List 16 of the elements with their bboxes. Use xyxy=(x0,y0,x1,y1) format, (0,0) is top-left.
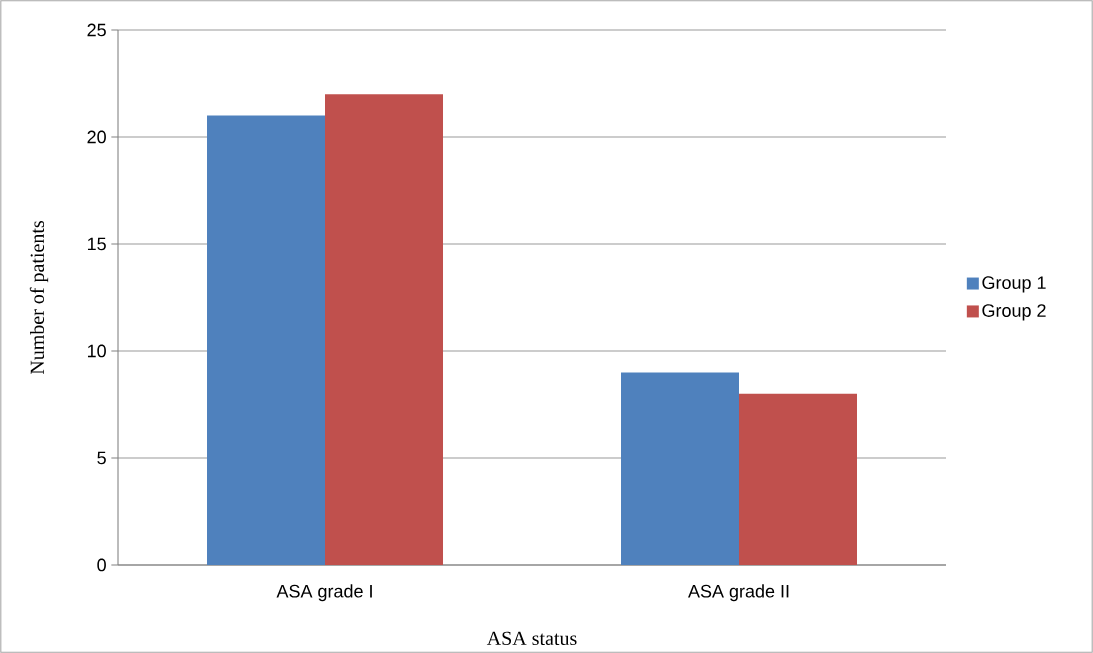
x-axis-title: ASA status xyxy=(486,631,577,646)
bar xyxy=(739,393,857,565)
y-tick-label: 0 xyxy=(97,558,106,572)
y-tick-label: 15 xyxy=(87,237,106,251)
y-axis-title: Number of patients xyxy=(29,221,49,375)
y-tick-label: 20 xyxy=(87,130,106,144)
bar xyxy=(325,94,443,565)
y-tick-label: 10 xyxy=(87,344,106,358)
y-tick-label: 5 xyxy=(97,451,106,465)
bar xyxy=(207,115,325,565)
bar xyxy=(621,372,739,565)
x-tick-label: ASA grade I xyxy=(276,584,372,602)
x-tick-label: ASA grade II xyxy=(688,584,789,602)
legend-label: Group 1 xyxy=(982,276,1046,293)
legend-label: Group 2 xyxy=(982,304,1046,321)
y-tick-label: 25 xyxy=(87,23,106,37)
